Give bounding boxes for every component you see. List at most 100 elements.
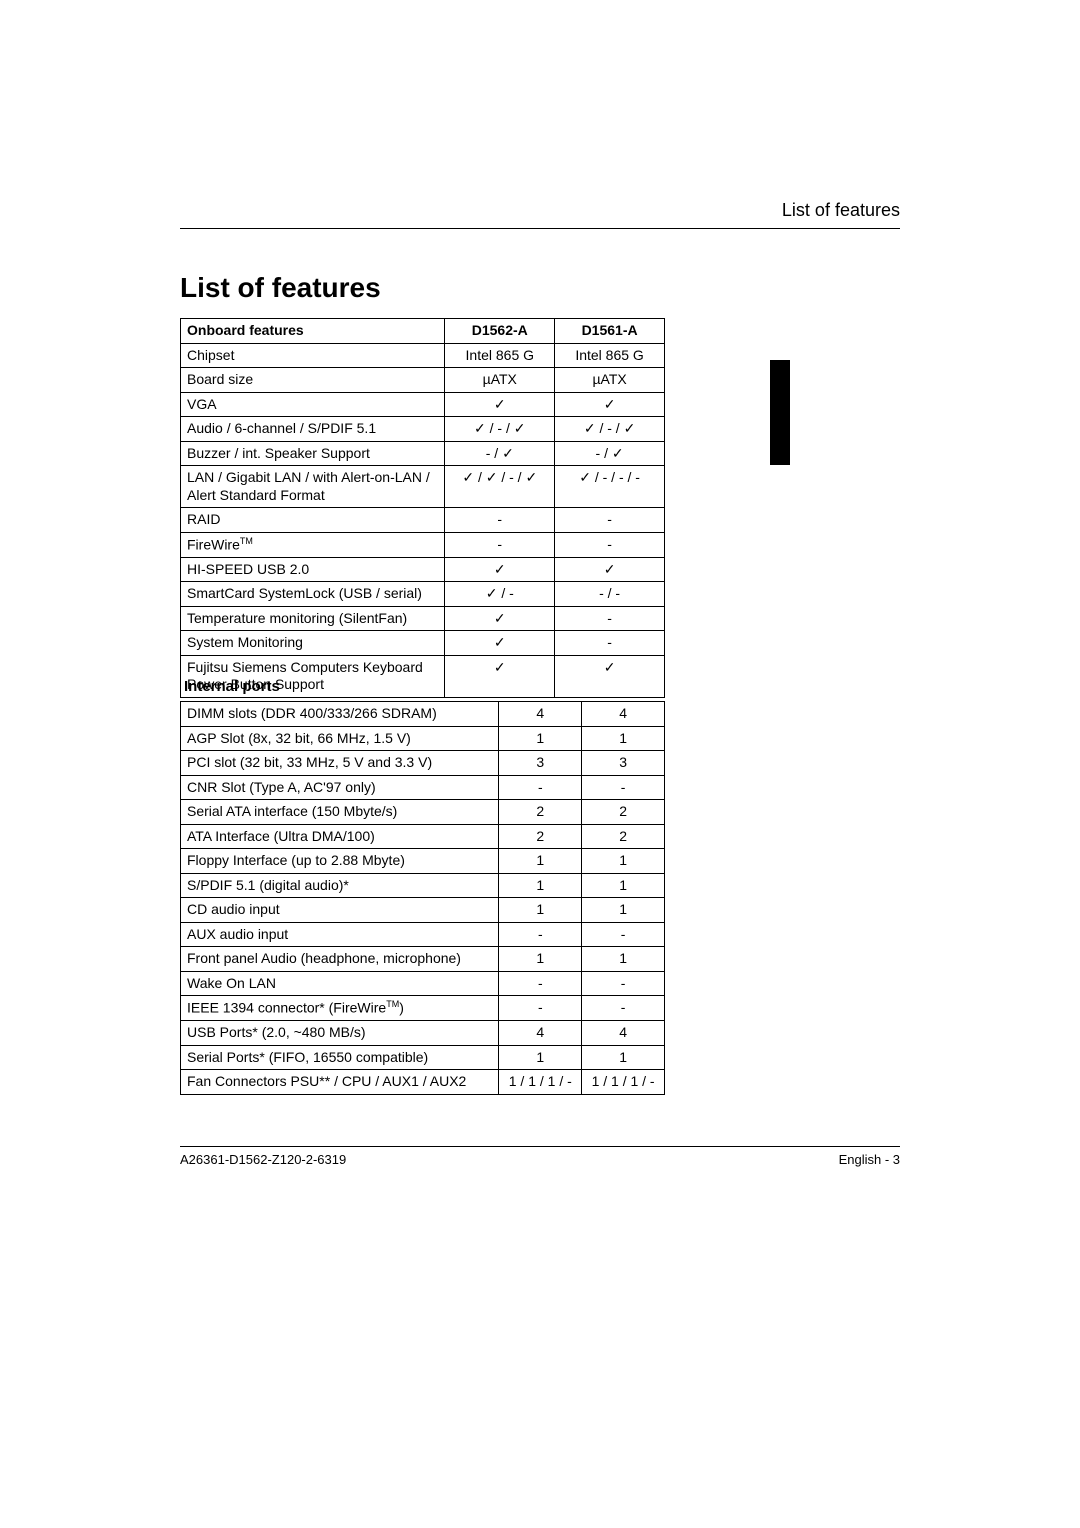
value-d1562a: 3 (499, 751, 582, 776)
feature-label: S/PDIF 5.1 (digital audio)* (181, 873, 499, 898)
feature-label: FireWireTM (181, 532, 445, 557)
value-d1561a: - (582, 775, 665, 800)
onboard-features-table-wrap: Onboard features D1562-A D1561-A Chipset… (180, 318, 665, 698)
feature-label: HI-SPEED USB 2.0 (181, 557, 445, 582)
value-d1562a: - (499, 775, 582, 800)
feature-label: System Monitoring (181, 631, 445, 656)
table-row: AGP Slot (8x, 32 bit, 66 MHz, 1.5 V)11 (181, 726, 665, 751)
value-d1562a: - / ✓ (445, 441, 555, 466)
internal-ports-table-wrap: Internal ports DIMM slots (DDR 400/333/2… (180, 668, 665, 1095)
value-d1562a: - (499, 996, 582, 1021)
value-d1561a: - (582, 971, 665, 996)
internal-ports-heading: Internal ports (184, 678, 665, 695)
feature-label: SmartCard SystemLock (USB / serial) (181, 582, 445, 607)
table-row: VGA✓✓ (181, 392, 665, 417)
feature-label: Floppy Interface (up to 2.88 Mbyte) (181, 849, 499, 874)
feature-label: Serial ATA interface (150 Mbyte/s) (181, 800, 499, 825)
value-d1562a: - (445, 532, 555, 557)
col-header-d1562a: D1562-A (445, 319, 555, 344)
feature-label: RAID (181, 508, 445, 533)
feature-label: Audio / 6-channel / S/PDIF 5.1 (181, 417, 445, 442)
value-d1562a: - (499, 922, 582, 947)
feature-label: CNR Slot (Type A, AC'97 only) (181, 775, 499, 800)
table-row: System Monitoring✓- (181, 631, 665, 656)
value-d1562a: ✓ (445, 557, 555, 582)
feature-label: Wake On LAN (181, 971, 499, 996)
internal-ports-table: DIMM slots (DDR 400/333/266 SDRAM)44AGP … (180, 701, 665, 1095)
feature-label: PCI slot (32 bit, 33 MHz, 5 V and 3.3 V) (181, 751, 499, 776)
footer-rule (180, 1146, 900, 1147)
header-rule (180, 228, 900, 229)
feature-label: AGP Slot (8x, 32 bit, 66 MHz, 1.5 V) (181, 726, 499, 751)
table-row: CD audio input11 (181, 898, 665, 923)
feature-label: CD audio input (181, 898, 499, 923)
feature-label: Board size (181, 368, 445, 393)
value-d1562a: ✓ / - (445, 582, 555, 607)
value-d1562a: µATX (445, 368, 555, 393)
table-row: Floppy Interface (up to 2.88 Mbyte)11 (181, 849, 665, 874)
feature-label: ATA Interface (Ultra DMA/100) (181, 824, 499, 849)
value-d1562a: 1 (499, 849, 582, 874)
value-d1561a: ✓ (555, 392, 665, 417)
table-row: Fan Connectors PSU** / CPU / AUX1 / AUX2… (181, 1070, 665, 1095)
value-d1562a: 4 (499, 702, 582, 727)
value-d1562a: 2 (499, 800, 582, 825)
value-d1561a: - (555, 606, 665, 631)
table-row: Buzzer / int. Speaker Support- / ✓- / ✓ (181, 441, 665, 466)
value-d1561a: - (582, 996, 665, 1021)
table-row: USB Ports* (2.0, ~480 MB/s)44 (181, 1021, 665, 1046)
value-d1561a: 3 (582, 751, 665, 776)
value-d1561a: 4 (582, 1021, 665, 1046)
value-d1562a: 1 (499, 1045, 582, 1070)
value-d1562a: - (499, 971, 582, 996)
table-row: AUX audio input-- (181, 922, 665, 947)
table-row: DIMM slots (DDR 400/333/266 SDRAM)44 (181, 702, 665, 727)
feature-label: AUX audio input (181, 922, 499, 947)
table-row: LAN / Gigabit LAN / with Alert-on-LAN / … (181, 466, 665, 508)
feature-label: VGA (181, 392, 445, 417)
table-row: Serial Ports* (FIFO, 16550 compatible)11 (181, 1045, 665, 1070)
value-d1561a: ✓ (555, 557, 665, 582)
table-row: FireWireTM-- (181, 532, 665, 557)
value-d1561a: ✓ / - / - / - (555, 466, 665, 508)
value-d1562a: ✓ (445, 392, 555, 417)
value-d1562a: 4 (499, 1021, 582, 1046)
value-d1562a: 1 (499, 873, 582, 898)
header-section-title: List of features (782, 200, 900, 221)
table-row: ATA Interface (Ultra DMA/100)22 (181, 824, 665, 849)
value-d1561a: 2 (582, 800, 665, 825)
table-row: Audio / 6-channel / S/PDIF 5.1✓ / - / ✓✓… (181, 417, 665, 442)
value-d1562a: 2 (499, 824, 582, 849)
table-row: RAID-- (181, 508, 665, 533)
feature-label: Chipset (181, 343, 445, 368)
table-row: Board sizeµATXµATX (181, 368, 665, 393)
table-row: CNR Slot (Type A, AC'97 only)-- (181, 775, 665, 800)
table-row: S/PDIF 5.1 (digital audio)*11 (181, 873, 665, 898)
table-row: SmartCard SystemLock (USB / serial)✓ / -… (181, 582, 665, 607)
value-d1561a: µATX (555, 368, 665, 393)
value-d1562a: 1 (499, 726, 582, 751)
value-d1561a: 1 / 1 / 1 / - (582, 1070, 665, 1095)
value-d1562a: ✓ / - / ✓ (445, 417, 555, 442)
side-black-tab (770, 360, 790, 465)
feature-label: Temperature monitoring (SilentFan) (181, 606, 445, 631)
value-d1561a: 1 (582, 873, 665, 898)
table-row: Front panel Audio (headphone, microphone… (181, 947, 665, 972)
table-row: Serial ATA interface (150 Mbyte/s)22 (181, 800, 665, 825)
table-row: PCI slot (32 bit, 33 MHz, 5 V and 3.3 V)… (181, 751, 665, 776)
feature-label: DIMM slots (DDR 400/333/266 SDRAM) (181, 702, 499, 727)
feature-label: USB Ports* (2.0, ~480 MB/s) (181, 1021, 499, 1046)
feature-label: Front panel Audio (headphone, microphone… (181, 947, 499, 972)
value-d1562a: ✓ (445, 631, 555, 656)
feature-label: Fan Connectors PSU** / CPU / AUX1 / AUX2 (181, 1070, 499, 1095)
value-d1561a: - (555, 631, 665, 656)
value-d1561a: 1 (582, 726, 665, 751)
feature-label: IEEE 1394 connector* (FireWireTM) (181, 996, 499, 1021)
value-d1562a: 1 (499, 898, 582, 923)
value-d1561a: - / - (555, 582, 665, 607)
value-d1561a: 1 (582, 898, 665, 923)
table-header-row: Onboard features D1562-A D1561-A (181, 319, 665, 344)
value-d1561a: 1 (582, 1045, 665, 1070)
footer-page-lang: English - 3 (839, 1152, 900, 1167)
value-d1561a: 1 (582, 849, 665, 874)
